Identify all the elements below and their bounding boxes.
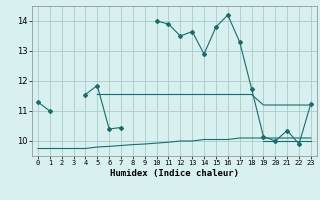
X-axis label: Humidex (Indice chaleur): Humidex (Indice chaleur) bbox=[110, 169, 239, 178]
